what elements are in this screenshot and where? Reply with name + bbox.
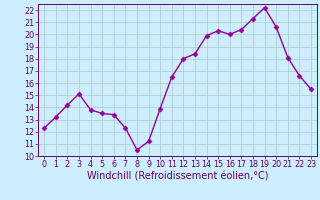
X-axis label: Windchill (Refroidissement éolien,°C): Windchill (Refroidissement éolien,°C) [87,172,268,182]
